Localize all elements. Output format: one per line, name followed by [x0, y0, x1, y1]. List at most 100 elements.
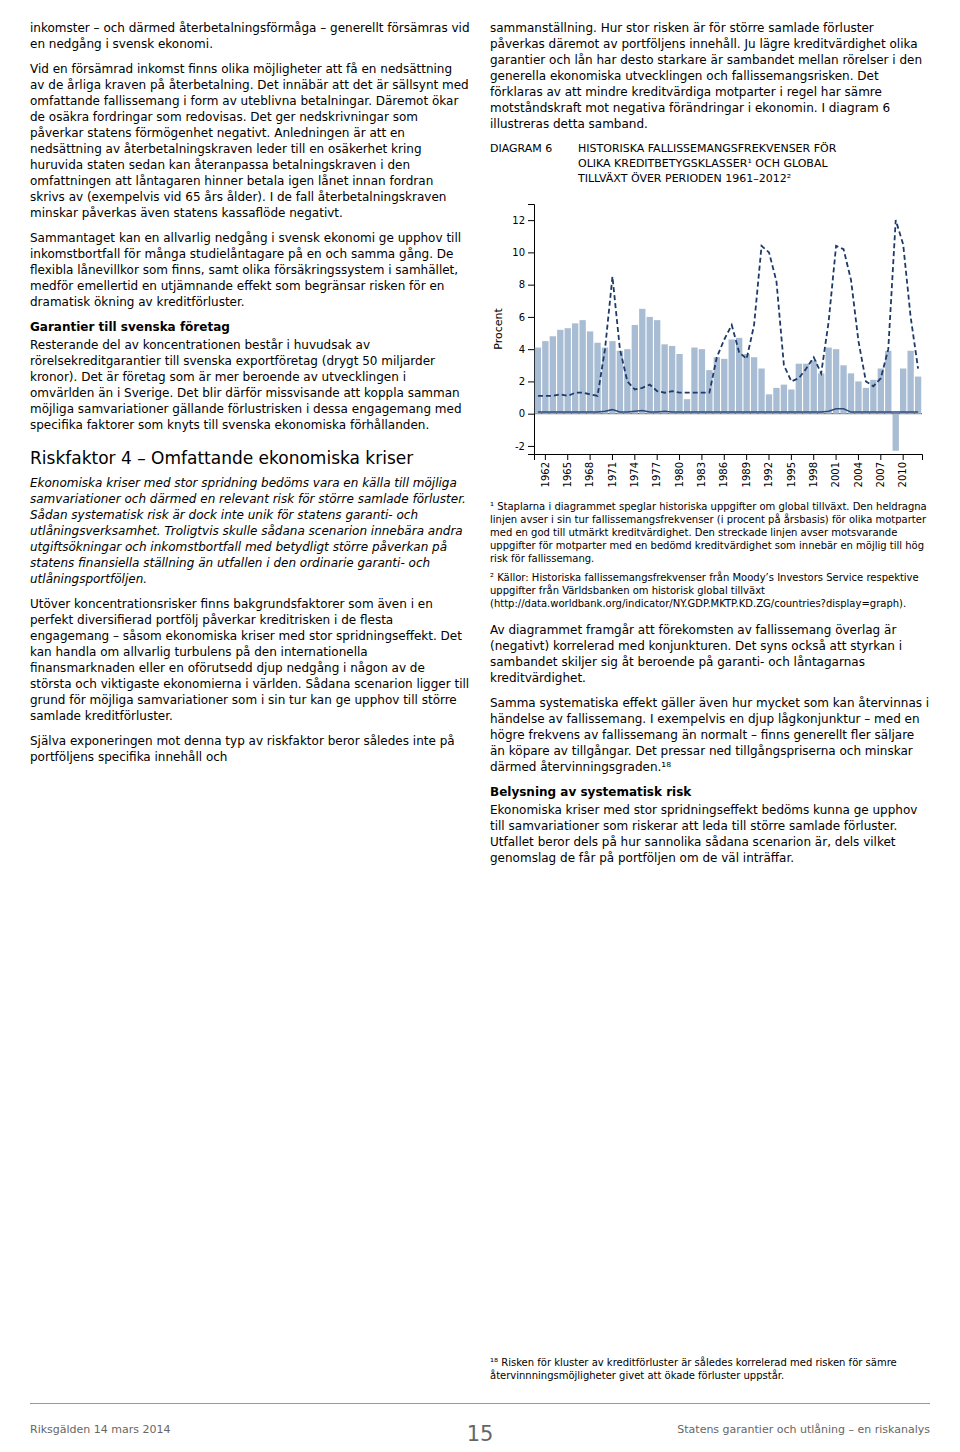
bar	[721, 359, 727, 414]
x-axis-line	[535, 455, 923, 461]
footer-line	[30, 1403, 930, 1404]
x-tick: 2004	[853, 454, 864, 487]
dashed-line	[538, 220, 918, 396]
x-tick-label: 1983	[696, 462, 707, 487]
y-tick: 10	[512, 247, 534, 258]
bar	[572, 323, 578, 413]
chart-subtitle: OLIKA KREDITBETYGSKLASSER¹ OCH GLOBAL	[578, 156, 836, 171]
bar	[751, 357, 757, 413]
plot	[534, 220, 922, 451]
bar	[825, 348, 831, 414]
text: Resterande del av koncentrationen består…	[30, 337, 470, 433]
bar	[878, 369, 884, 414]
bar	[557, 330, 563, 414]
x-tick: 1995	[786, 454, 797, 487]
bar	[773, 388, 779, 414]
bar	[654, 320, 660, 414]
y-tick: -2	[515, 441, 534, 452]
chart-area: -202468101219621965196819711974197719801…	[492, 205, 923, 488]
y-axis-line	[528, 205, 535, 455]
x-tick-mark	[567, 454, 568, 460]
x-tick: 1980	[674, 454, 685, 487]
bar	[550, 336, 556, 413]
bar	[885, 351, 891, 414]
x-tick: 2007	[875, 454, 886, 487]
heading: Garantier till svenska företag	[30, 319, 470, 335]
chart-title: DIAGRAM 6	[490, 141, 578, 186]
bar	[535, 348, 541, 414]
bar	[758, 369, 764, 414]
x-tick-mark	[679, 454, 680, 460]
text: Sammantaget kan en allvarlig nedgång i s…	[30, 230, 470, 310]
x-tick-label: 1995	[786, 462, 797, 487]
chart-note: ¹ Staplarna i diagrammet speglar histori…	[490, 500, 930, 565]
y-tick-mark	[528, 414, 534, 415]
x-tick-label: 1965	[562, 462, 573, 487]
text: inkomster – och därmed återbetalningsför…	[30, 20, 470, 52]
bar	[661, 344, 667, 413]
y-tick-label: 2	[519, 376, 525, 387]
x-tick-label: 1977	[651, 462, 662, 487]
x-tick: 1965	[562, 454, 573, 487]
x-tick-label: 2004	[853, 462, 864, 487]
bar	[565, 328, 571, 413]
chart: -202468101219621965196819711974197719801…	[490, 196, 930, 500]
y-tick-mark	[528, 285, 534, 286]
text: Av diagrammet framgår att förekomsten av…	[490, 622, 930, 686]
y-tick-mark	[528, 317, 534, 318]
x-tick-label: 1989	[741, 462, 752, 487]
x-tick: 2010	[897, 454, 908, 487]
bar	[788, 389, 794, 413]
bar	[632, 325, 638, 414]
x-tick-label: 1998	[808, 462, 819, 487]
footer-left: Riksgälden 14 mars 2014	[30, 1422, 171, 1438]
x-tick: 1977	[651, 454, 662, 487]
bar	[803, 364, 809, 414]
y-tick-mark	[528, 252, 534, 253]
bar	[729, 339, 735, 413]
bar	[818, 373, 824, 413]
section-heading: Riskfaktor 4 – Omfattande ekonomiska kri…	[30, 447, 470, 469]
x-tick-mark	[746, 454, 747, 460]
x-tick-mark	[634, 454, 635, 460]
x-tick: 1968	[584, 454, 595, 487]
bar	[811, 360, 817, 413]
bar	[639, 309, 645, 414]
chart-subtitle: HISTORISKA FALLISSEMANGSFREKVENSER FÖR	[578, 141, 836, 156]
bar	[647, 317, 653, 414]
y-tick: 6	[519, 312, 534, 323]
x-tick-mark	[836, 454, 837, 460]
x-tick-mark	[768, 454, 769, 460]
x-tick-label: 1992	[763, 462, 774, 487]
x-tick: 1974	[629, 454, 640, 487]
x-tick: 1998	[808, 454, 819, 487]
x-tick-mark	[903, 454, 904, 460]
right-column: sammanställning. Hur stor risken är för …	[490, 20, 930, 875]
bar-series	[535, 309, 922, 451]
y-tick-label: 0	[519, 408, 525, 419]
x-tick-label: 1962	[540, 462, 551, 487]
footnote: ¹⁸ Risken för kluster av kreditförluster…	[490, 1356, 930, 1382]
x-tick-mark	[880, 454, 881, 460]
solid-line	[538, 409, 918, 412]
bar	[766, 394, 772, 413]
y-axis-label: Procent	[492, 308, 505, 350]
x-tick-mark	[545, 454, 546, 460]
y-tick-mark	[528, 349, 534, 350]
chart-subtitle-block: HISTORISKA FALLISSEMANGSFREKVENSER FÖROL…	[578, 141, 836, 186]
y-tick: 12	[512, 215, 534, 226]
y-axis: -2024681012	[512, 205, 534, 455]
x-tick: 2001	[830, 454, 841, 487]
x-tick: 1992	[763, 454, 774, 487]
bar	[781, 385, 787, 414]
chart-subtitle: TILLVÄXT ÖVER PERIODEN 1961–2012²	[578, 171, 836, 186]
bar	[691, 348, 697, 414]
x-tick-label: 1980	[674, 462, 685, 487]
y-tick-label: 12	[512, 215, 525, 226]
y-tick-mark	[528, 381, 534, 382]
right-top: sammanställning. Hur stor risken är för …	[490, 20, 930, 132]
bar	[699, 349, 705, 414]
y-tick-mark	[528, 220, 534, 221]
text: Själva exponeringen mot denna typ av ris…	[30, 733, 470, 765]
x-tick-label: 1974	[629, 462, 640, 487]
